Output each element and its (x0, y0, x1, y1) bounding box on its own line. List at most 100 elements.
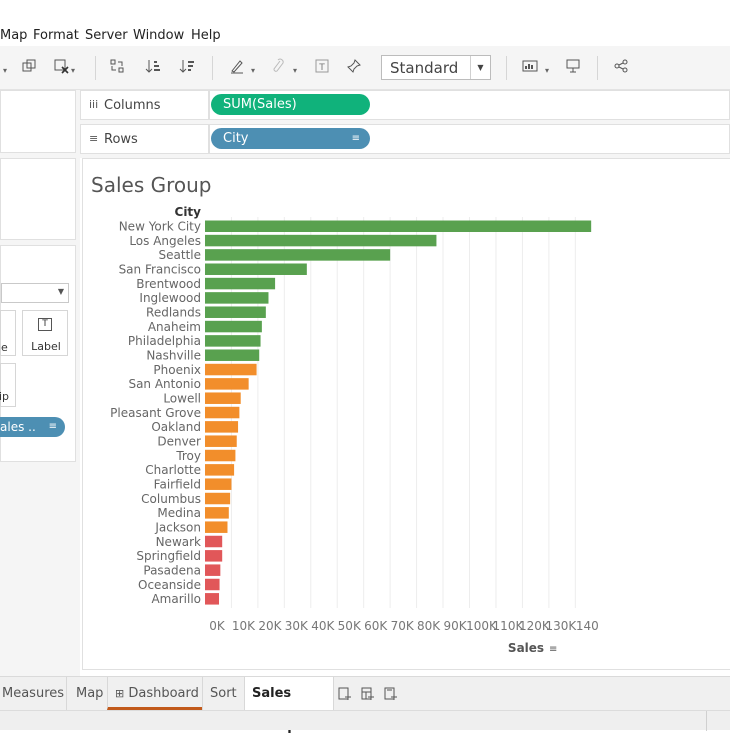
x-axis-title: Sales (508, 641, 544, 655)
dropdown-arrow-icon[interactable]: ▾ (3, 66, 8, 75)
menu-map[interactable]: Map (0, 28, 28, 43)
dropdown-arrow-icon[interactable]: ▾ (71, 66, 76, 75)
bar[interactable] (205, 349, 260, 361)
x-tick-label: 10K (232, 619, 256, 633)
bar[interactable] (205, 249, 391, 261)
menu-help[interactable]: Help (191, 28, 221, 43)
city-label: New York City (119, 220, 201, 234)
tab-sales-group[interactable]: Sales Group (244, 677, 334, 734)
tab-sort[interactable]: Sort (202, 677, 244, 710)
menu-window[interactable]: Window (133, 28, 185, 43)
dropdown-arrow-icon[interactable]: ▾ (251, 66, 256, 75)
city-label: Pleasant Grove (110, 406, 201, 420)
bar[interactable] (205, 277, 276, 290)
show-me-icon[interactable] (521, 58, 539, 76)
new-worksheet-icon[interactable] (338, 677, 356, 710)
bar[interactable] (205, 320, 262, 333)
bar[interactable] (205, 478, 232, 490)
columns-shelf-label: iii Columns (80, 90, 209, 120)
bar[interactable] (205, 449, 236, 462)
rows-drop-area[interactable]: City ≡ (209, 124, 730, 154)
bar[interactable] (205, 263, 307, 275)
tab-dashboard[interactable]: ⊞ Dashboard (107, 677, 202, 710)
dashboard-icon: ⊞ (115, 687, 125, 700)
sort-ascending-icon[interactable] (144, 58, 162, 76)
sort-icon: ≡ (549, 644, 557, 655)
dropdown-arrow-icon[interactable]: ▾ (545, 66, 550, 75)
sheet-title: Sales Group (91, 173, 212, 197)
bar[interactable] (205, 507, 229, 519)
bar[interactable] (205, 378, 249, 390)
menu-bar: Map Format Server Window Help (0, 0, 730, 46)
bar[interactable] (205, 464, 235, 476)
bar[interactable] (205, 435, 237, 447)
sum-sales-pill[interactable]: SUM(Sales) (211, 94, 370, 115)
bar[interactable] (205, 234, 437, 247)
bar[interactable] (205, 521, 228, 533)
bar[interactable] (205, 306, 266, 318)
tab-map[interactable]: Map (66, 677, 106, 710)
dropdown-arrow-icon[interactable]: ▾ (293, 66, 298, 75)
presentation-icon[interactable] (564, 58, 582, 76)
text-label-icon[interactable]: T (313, 58, 331, 76)
columns-drop-area[interactable]: SUM(Sales) (209, 90, 730, 120)
row-header-city: City (175, 205, 202, 219)
x-tick-label: 100K (466, 619, 498, 633)
tooltip-button[interactable]: ip (0, 363, 16, 407)
bar[interactable] (205, 578, 220, 591)
city-label: Springfield (136, 549, 201, 563)
x-tick-label: 110K (493, 619, 525, 633)
label-button[interactable]: T Label (22, 310, 68, 356)
bar[interactable] (205, 550, 223, 562)
mark-type-select[interactable]: ▼ (1, 283, 69, 303)
menu-format[interactable]: Format (33, 28, 79, 43)
bar[interactable] (205, 593, 220, 605)
tab-measures[interactable]: Measures (2, 686, 65, 701)
city-label: Columbus (141, 492, 201, 506)
bar[interactable] (205, 421, 239, 433)
sort-icon: ≡ (48, 421, 57, 432)
sales-mark-pill[interactable]: ales .. ≡ (0, 417, 65, 437)
pin-icon[interactable] (345, 58, 363, 76)
x-tick-label: 0K (209, 619, 226, 633)
new-dashboard-icon[interactable] (361, 677, 379, 710)
bar[interactable] (205, 335, 261, 347)
menu-server[interactable]: Server (85, 28, 128, 43)
bar[interactable] (205, 363, 257, 376)
bar[interactable] (205, 564, 221, 576)
share-icon[interactable] (612, 58, 630, 76)
sheet-tabs: Measures Map ⊞ Dashboard Sort Sales Grou… (0, 676, 730, 734)
bar[interactable] (205, 292, 269, 304)
sort-descending-icon[interactable] (178, 58, 196, 76)
city-label: Pasadena (143, 563, 201, 577)
bar[interactable] (205, 220, 592, 233)
city-label: Troy (175, 449, 201, 463)
highlight-pen-icon[interactable] (228, 58, 246, 76)
columns-icon: iii (89, 98, 99, 111)
rows-icon: ≡ (89, 132, 99, 145)
clear-sheet-icon[interactable] (52, 58, 70, 76)
pages-card (0, 90, 76, 153)
new-story-icon[interactable] (384, 677, 402, 710)
city-label: San Antonio (128, 377, 201, 391)
size-button[interactable]: e (0, 310, 16, 356)
bar[interactable] (205, 392, 241, 404)
filters-card (0, 158, 76, 240)
swap-rows-columns-icon[interactable] (108, 58, 126, 76)
city-label: Seattle (159, 248, 201, 262)
bar[interactable] (205, 406, 240, 419)
paperclip-icon[interactable] (269, 58, 287, 76)
duplicate-sheet-icon[interactable] (20, 58, 38, 76)
chevron-down-icon: ▼ (57, 287, 64, 296)
city-pill[interactable]: City ≡ (211, 128, 370, 149)
x-tick-label: 70K (391, 619, 415, 633)
x-tick-label: 120K (519, 619, 551, 633)
x-tick-label: 80K (417, 619, 441, 633)
city-label: Newark (156, 535, 201, 549)
bar[interactable] (205, 535, 223, 548)
x-tick-label: 130K (545, 619, 577, 633)
city-label: Nashville (146, 348, 201, 362)
bar[interactable] (205, 492, 231, 505)
x-tick-label: 90K (443, 619, 467, 633)
fit-select[interactable]: Standard ▼ (381, 55, 491, 80)
